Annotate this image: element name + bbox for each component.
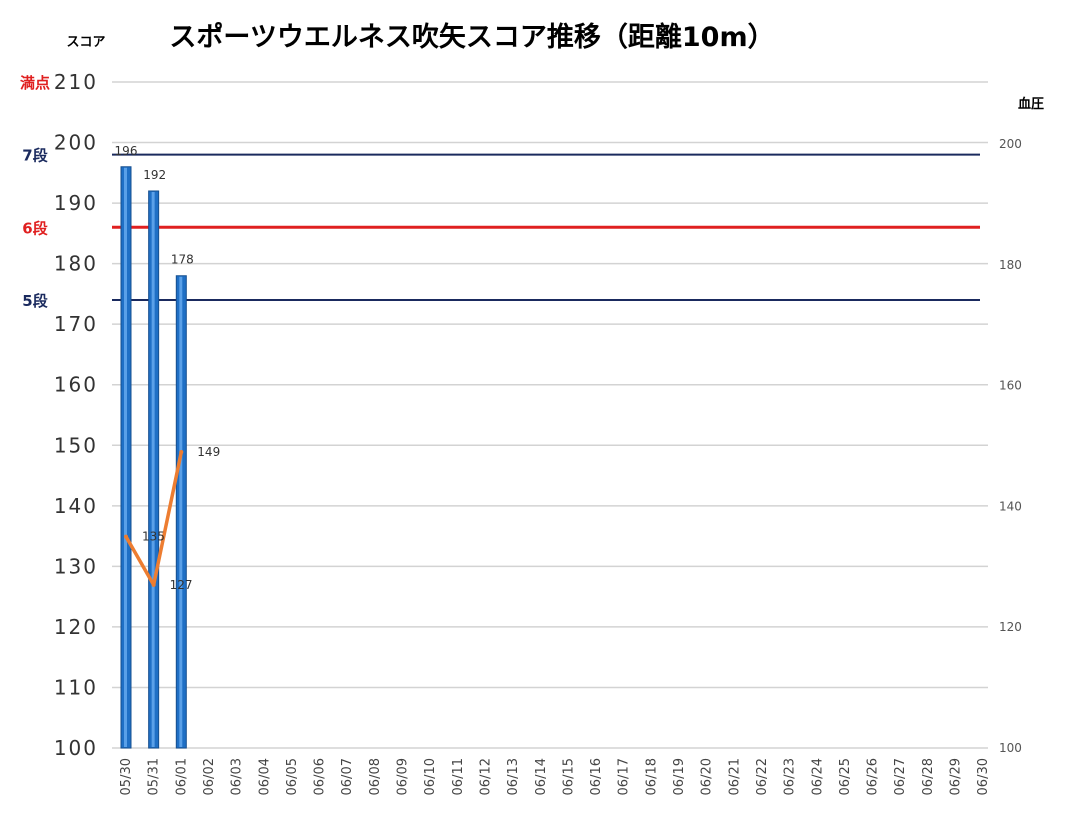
reference-lines: 満点 7段 6段 5段 [20, 74, 980, 310]
bar-data-label: 192 [143, 168, 166, 182]
y2-tick-label: 200 [999, 137, 1022, 151]
x-tick-label: 06/01 [174, 758, 189, 795]
y-tick-label: 190 [54, 191, 98, 215]
y2-tick-label: 100 [999, 741, 1022, 755]
y-tick-label: 210 [54, 70, 98, 94]
line-data-label: 149 [197, 445, 220, 459]
x-tick-label: 06/12 [478, 758, 493, 795]
x-tick-label: 05/30 [119, 758, 134, 795]
x-tick-label: 06/10 [423, 758, 438, 795]
y-tick-label: 200 [54, 131, 98, 155]
x-tick-label: 06/02 [202, 758, 217, 795]
y2-tick-label: 120 [999, 620, 1022, 634]
y-tick-label: 140 [54, 494, 98, 518]
line-data-label: 127 [170, 578, 193, 592]
reference-label: 5段 [22, 292, 47, 310]
chart-title: スポーツウエルネス吹矢スコア推移（距離10m） [169, 21, 774, 53]
bar-highlight [124, 167, 127, 747]
data-labels: 196 192 178 135 127 149 [115, 144, 221, 592]
x-tick-label: 06/11 [451, 758, 466, 795]
bar-data-label: 196 [115, 144, 138, 158]
x-tick-label: 06/17 [617, 758, 632, 795]
line-point [151, 582, 156, 587]
x-tick-label: 06/27 [893, 758, 908, 795]
x-tick-label: 06/30 [976, 758, 991, 795]
bar-highlight [151, 191, 155, 747]
grid-layer [112, 81, 988, 749]
x-tick-label: 06/15 [561, 758, 576, 795]
x-tick-label: 06/23 [783, 758, 798, 795]
line-series [124, 450, 184, 587]
line-data-label: 135 [142, 530, 165, 544]
y-tick-label: 150 [54, 433, 98, 457]
y2-tick-label: 180 [999, 258, 1022, 272]
y-tick-label: 130 [54, 554, 98, 578]
x-tick-label: 06/13 [506, 758, 521, 795]
y-tick-label: 170 [54, 312, 98, 336]
line-point [179, 450, 184, 455]
bar-data-label: 178 [171, 253, 194, 267]
x-tick-label: 06/18 [644, 758, 659, 795]
right-axis-label: 血圧 [1018, 96, 1044, 112]
x-tick-label: 06/24 [810, 758, 825, 795]
left-axis-label: スコア [66, 35, 105, 50]
y-tick-label: 120 [54, 615, 98, 639]
x-tick-label: 06/06 [313, 758, 328, 795]
x-tick-label: 06/26 [866, 758, 881, 795]
x-tick-label: 06/25 [838, 758, 853, 795]
reference-label: 満点 [20, 74, 50, 92]
y-tick-label: 180 [54, 252, 98, 276]
axis-labels: 100 110 120 130 140 150 160 170 180 190 200 210 100 1… [54, 70, 1022, 795]
bar-highlight [179, 276, 183, 747]
x-tick-label: 06/21 [727, 758, 742, 795]
x-tick-label: 06/16 [589, 758, 604, 795]
y2-tick-label: 140 [999, 499, 1022, 513]
x-tick-label: 06/03 [230, 758, 245, 795]
x-tick-label: 06/28 [921, 758, 936, 795]
y-tick-label: 160 [54, 373, 98, 397]
y-tick-label: 110 [54, 675, 98, 699]
x-tick-label: 06/07 [340, 758, 355, 795]
x-tick-label: 06/29 [949, 758, 964, 795]
x-tick-label: 06/05 [285, 758, 300, 795]
x-tick-label: 06/19 [672, 758, 687, 795]
x-tick-label: 06/20 [700, 758, 715, 795]
x-tick-label: 06/14 [534, 758, 549, 795]
x-tick-label: 06/08 [368, 758, 383, 795]
line-point [124, 534, 128, 539]
x-tick-label: 06/09 [396, 758, 411, 795]
bar-series [120, 166, 187, 749]
x-tick-label: 05/31 [147, 758, 162, 795]
reference-label: 6段 [22, 219, 47, 237]
y2-tick-label: 160 [999, 379, 1022, 393]
x-tick-label: 06/04 [257, 758, 272, 795]
y-tick-label: 100 [54, 736, 98, 760]
x-tick-label: 06/22 [755, 758, 770, 795]
reference-label: 7段 [22, 147, 47, 165]
